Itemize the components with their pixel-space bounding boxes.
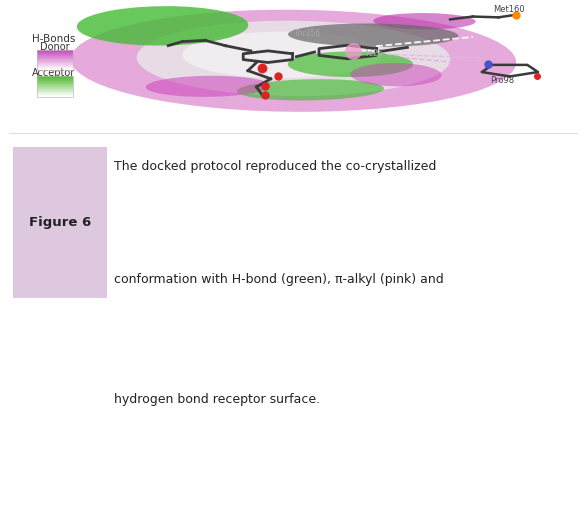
Bar	[38, 64, 73, 65]
Bar	[38, 50, 73, 70]
Bar	[38, 60, 73, 61]
Bar	[38, 57, 73, 58]
Bar	[38, 86, 73, 87]
Bar	[38, 61, 73, 62]
Bar	[38, 92, 73, 93]
Bar	[38, 66, 73, 67]
Ellipse shape	[237, 79, 384, 100]
Ellipse shape	[71, 10, 516, 112]
Text: Acceptor: Acceptor	[32, 68, 75, 79]
Ellipse shape	[77, 6, 248, 45]
Bar	[38, 96, 73, 97]
Bar	[38, 84, 73, 85]
Bar	[38, 55, 73, 56]
Bar	[38, 82, 73, 83]
Ellipse shape	[288, 52, 413, 77]
Bar	[38, 93, 73, 94]
Ellipse shape	[183, 32, 382, 78]
Text: Ile25: Ile25	[365, 49, 383, 57]
Bar	[38, 81, 73, 82]
Ellipse shape	[146, 76, 271, 97]
Bar	[38, 52, 73, 53]
Text: H-Bonds: H-Bonds	[32, 34, 75, 44]
Text: conformation with H-bond (green), π-alkyl (pink) and: conformation with H-bond (green), π-alky…	[114, 273, 444, 286]
Text: Figure 6: Figure 6	[29, 216, 91, 229]
Bar	[38, 62, 73, 63]
Bar	[38, 80, 73, 81]
Bar	[38, 51, 73, 52]
Ellipse shape	[373, 13, 475, 29]
Bar	[38, 90, 73, 92]
Ellipse shape	[350, 63, 441, 86]
Bar	[38, 68, 73, 69]
Ellipse shape	[137, 21, 450, 96]
Bar	[38, 67, 73, 68]
Bar	[38, 53, 73, 54]
Text: The docked protocol reproduced the co-crystallized: The docked protocol reproduced the co-cr…	[114, 160, 437, 173]
Bar	[38, 63, 73, 64]
Text: Pro98: Pro98	[490, 77, 514, 85]
Bar	[38, 89, 73, 90]
Bar	[38, 54, 73, 55]
Bar	[38, 69, 73, 70]
Bar	[38, 94, 73, 95]
Bar	[38, 83, 73, 84]
Bar	[38, 56, 73, 57]
Bar	[38, 88, 73, 89]
Bar	[38, 78, 73, 79]
Text: Donor: Donor	[40, 42, 70, 52]
Bar	[38, 77, 73, 97]
Bar	[38, 87, 73, 88]
Text: Met160: Met160	[493, 5, 524, 14]
Bar	[38, 50, 73, 51]
FancyBboxPatch shape	[13, 147, 107, 298]
Bar	[38, 77, 73, 78]
Text: hydrogen bond receptor surface.: hydrogen bond receptor surface.	[114, 393, 321, 406]
Ellipse shape	[288, 23, 458, 47]
Bar	[38, 59, 73, 60]
Bar	[38, 58, 73, 59]
Bar	[38, 85, 73, 86]
Bar	[38, 65, 73, 66]
Bar	[38, 95, 73, 96]
Text: Thr256: Thr256	[294, 29, 321, 38]
Bar	[38, 79, 73, 80]
